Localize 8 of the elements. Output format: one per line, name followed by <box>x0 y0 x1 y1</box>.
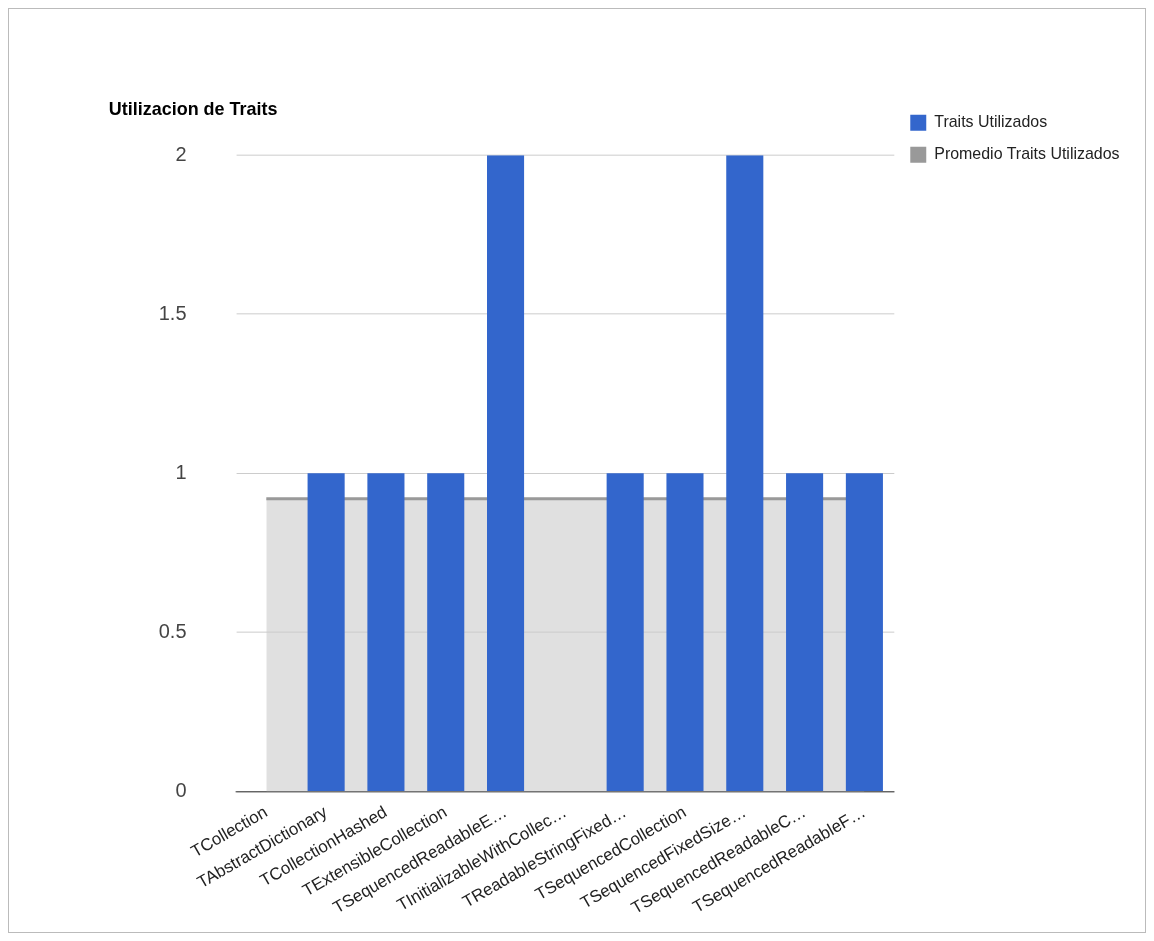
y-tick-label: 0 <box>175 778 187 801</box>
legend-label: Promedio Traits Utilizados <box>934 145 1120 163</box>
y-tick-label: 0.5 <box>158 619 187 642</box>
y-tick-label: 1 <box>175 460 187 483</box>
legend-label: Traits Utilizados <box>934 113 1048 131</box>
y-tick-label: 1.5 <box>158 301 187 324</box>
y-tick-label: 2 <box>175 142 187 165</box>
chart-title: Utilizacion de Traits <box>108 98 278 119</box>
